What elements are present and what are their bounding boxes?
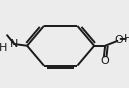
Text: O: O — [101, 56, 110, 66]
Text: H: H — [124, 34, 129, 44]
Text: N: N — [10, 39, 18, 49]
Text: O: O — [115, 35, 123, 45]
Text: H: H — [0, 43, 7, 53]
